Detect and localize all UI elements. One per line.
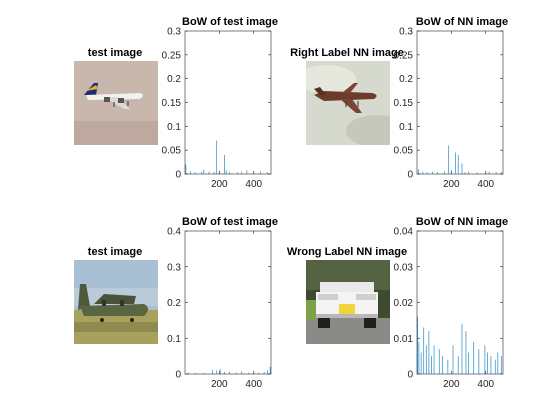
- y-tick-label-2: 0.02: [394, 298, 414, 309]
- y-tick-label-4: 0.2: [399, 74, 413, 85]
- plot-area: [416, 230, 504, 375]
- y-tick-label-3: 0.3: [167, 262, 181, 273]
- chart-title-4: BoW of NN image: [416, 216, 508, 228]
- y-tick-label-6: 0.3: [167, 27, 181, 38]
- y-tick-label-1: 0.01: [394, 334, 414, 345]
- y-tick-label-1: 0.1: [167, 334, 181, 345]
- panel-title-2: Right Label NN image: [290, 47, 404, 59]
- nn-image-truck: [306, 260, 390, 344]
- y-tick-label-3: 0.15: [394, 98, 414, 109]
- panel-title-1: test image: [88, 47, 142, 59]
- chart-title-1: BoW of test image: [182, 16, 278, 28]
- y-tick-label-5: 0.25: [394, 50, 414, 61]
- x-tick-label-1: 400: [477, 379, 494, 390]
- y-tick-label-2: 0.1: [167, 122, 181, 133]
- x-tick-label-0: 200: [443, 379, 460, 390]
- x-tick-label-1: 400: [245, 379, 262, 390]
- y-tick-label-4: 0.04: [394, 227, 414, 238]
- y-tick-label-2: 0.1: [399, 122, 413, 133]
- plot-area: [184, 30, 272, 175]
- test-image-airplane-1: [74, 61, 158, 145]
- y-tick-label-0: 0: [175, 370, 181, 381]
- test-image-airplane-2: [74, 260, 158, 344]
- plot-area: [184, 230, 272, 375]
- plot-area: [416, 30, 504, 175]
- x-tick-label-1: 400: [245, 179, 262, 190]
- panel-title-3: test image: [88, 246, 142, 258]
- x-tick-label-0: 200: [211, 179, 228, 190]
- chart-bow-nn-2: 0 0.01 0.02 0.03 0.04 200 400: [394, 227, 504, 390]
- chart-bow-test-1: 0 0.05 0.1 0.15 0.2 0.25 0.3 200 400: [162, 27, 272, 190]
- y-tick-label-2: 0.2: [167, 298, 181, 309]
- y-tick-label-4: 0.2: [167, 74, 181, 85]
- panel-title-4: Wrong Label NN image: [287, 246, 407, 258]
- y-tick-label-0: 0: [175, 170, 181, 181]
- chart-bow-nn-1: 0 0.05 0.1 0.15 0.2 0.25 0.3 200 400: [394, 27, 504, 190]
- y-tick-label-3: 0.03: [394, 262, 414, 273]
- y-tick-label-0: 0: [407, 170, 413, 181]
- x-tick-label-0: 200: [443, 179, 460, 190]
- y-tick-label-4: 0.4: [167, 227, 181, 238]
- x-tick-label-0: 200: [211, 379, 228, 390]
- y-tick-label-6: 0.3: [399, 27, 413, 38]
- chart-bow-test-2: 0 0.1 0.2 0.3 0.4 200 400: [167, 227, 272, 390]
- y-tick-label-5: 0.25: [162, 50, 182, 61]
- chart-title-3: BoW of test image: [182, 216, 278, 228]
- nn-image-jet: [306, 61, 390, 145]
- y-tick-label-0: 0: [407, 370, 413, 381]
- chart-title-2: BoW of NN image: [416, 16, 508, 28]
- y-tick-label-1: 0.05: [394, 146, 414, 157]
- x-tick-label-1: 400: [477, 179, 494, 190]
- y-tick-label-1: 0.05: [162, 146, 182, 157]
- y-tick-label-3: 0.15: [162, 98, 182, 109]
